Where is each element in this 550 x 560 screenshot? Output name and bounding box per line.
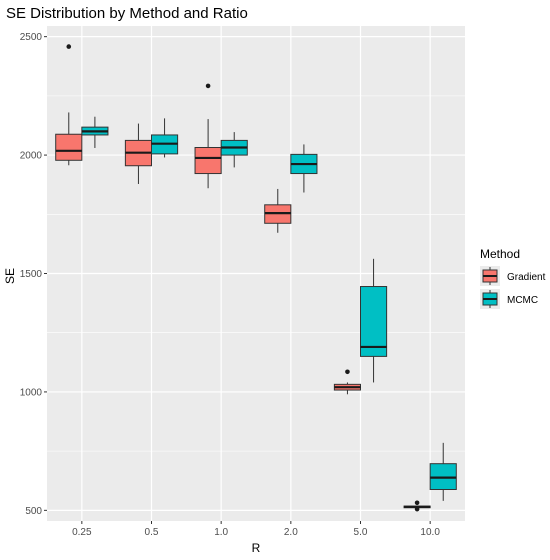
box-mcmc-5.0 [360,258,388,383]
x-tick-label: 0.25 [72,527,92,538]
y-tick-label: 1500 [20,269,43,280]
outlier-point [414,506,420,512]
y-axis: 500 1000 1500 2000 2500 [20,32,47,517]
box-body [194,147,222,175]
box-gradient-0.25 [55,44,83,166]
box-gradient-10.0 [403,500,431,512]
legend-item-mcmc: MCMC [480,289,538,309]
legend-label: Gradient [507,272,546,283]
x-axis: 0.25 0.5 1.0 2.0 5.0 10.0 [72,521,440,538]
legend-label: MCMC [507,295,538,306]
box-layer [55,44,457,512]
x-tick-label: 0.5 [145,527,159,538]
box-mcmc-1.0 [220,132,248,168]
outlier-point [345,369,350,375]
x-tick-label: 2.0 [284,527,298,538]
box-mcmc-10.0 [429,442,457,501]
box-mcmc-2.0 [290,144,318,193]
box-gradient-1.0 [194,83,222,189]
legend: Method Gradient MCMC [480,247,546,309]
box-body [360,286,388,357]
x-axis-title: R [252,541,261,555]
box-mcmc-0.5 [151,118,179,158]
box-body [55,133,83,161]
y-tick-label: 1000 [20,387,43,398]
legend-title: Method [480,247,520,261]
outlier-point [414,500,420,506]
x-tick-label: 1.0 [214,527,228,538]
box-gradient-2.0 [264,188,292,233]
box-mcmc-0.25 [81,116,109,148]
y-tick-label: 2000 [20,151,43,162]
chart-title: SE Distribution by Method and Ratio [6,5,248,22]
x-tick-label: 5.0 [354,527,368,538]
grid-lines [47,26,465,521]
y-tick-label: 2500 [20,32,43,43]
legend-item-gradient: Gradient [480,266,546,286]
outlier-point [66,44,72,49]
y-tick-label: 500 [25,506,42,517]
x-tick-label: 10.0 [420,527,440,538]
outlier-point [205,83,211,89]
y-axis-title: SE [3,268,17,284]
box-gradient-5.0 [333,369,361,395]
box-gradient-0.5 [124,123,152,184]
